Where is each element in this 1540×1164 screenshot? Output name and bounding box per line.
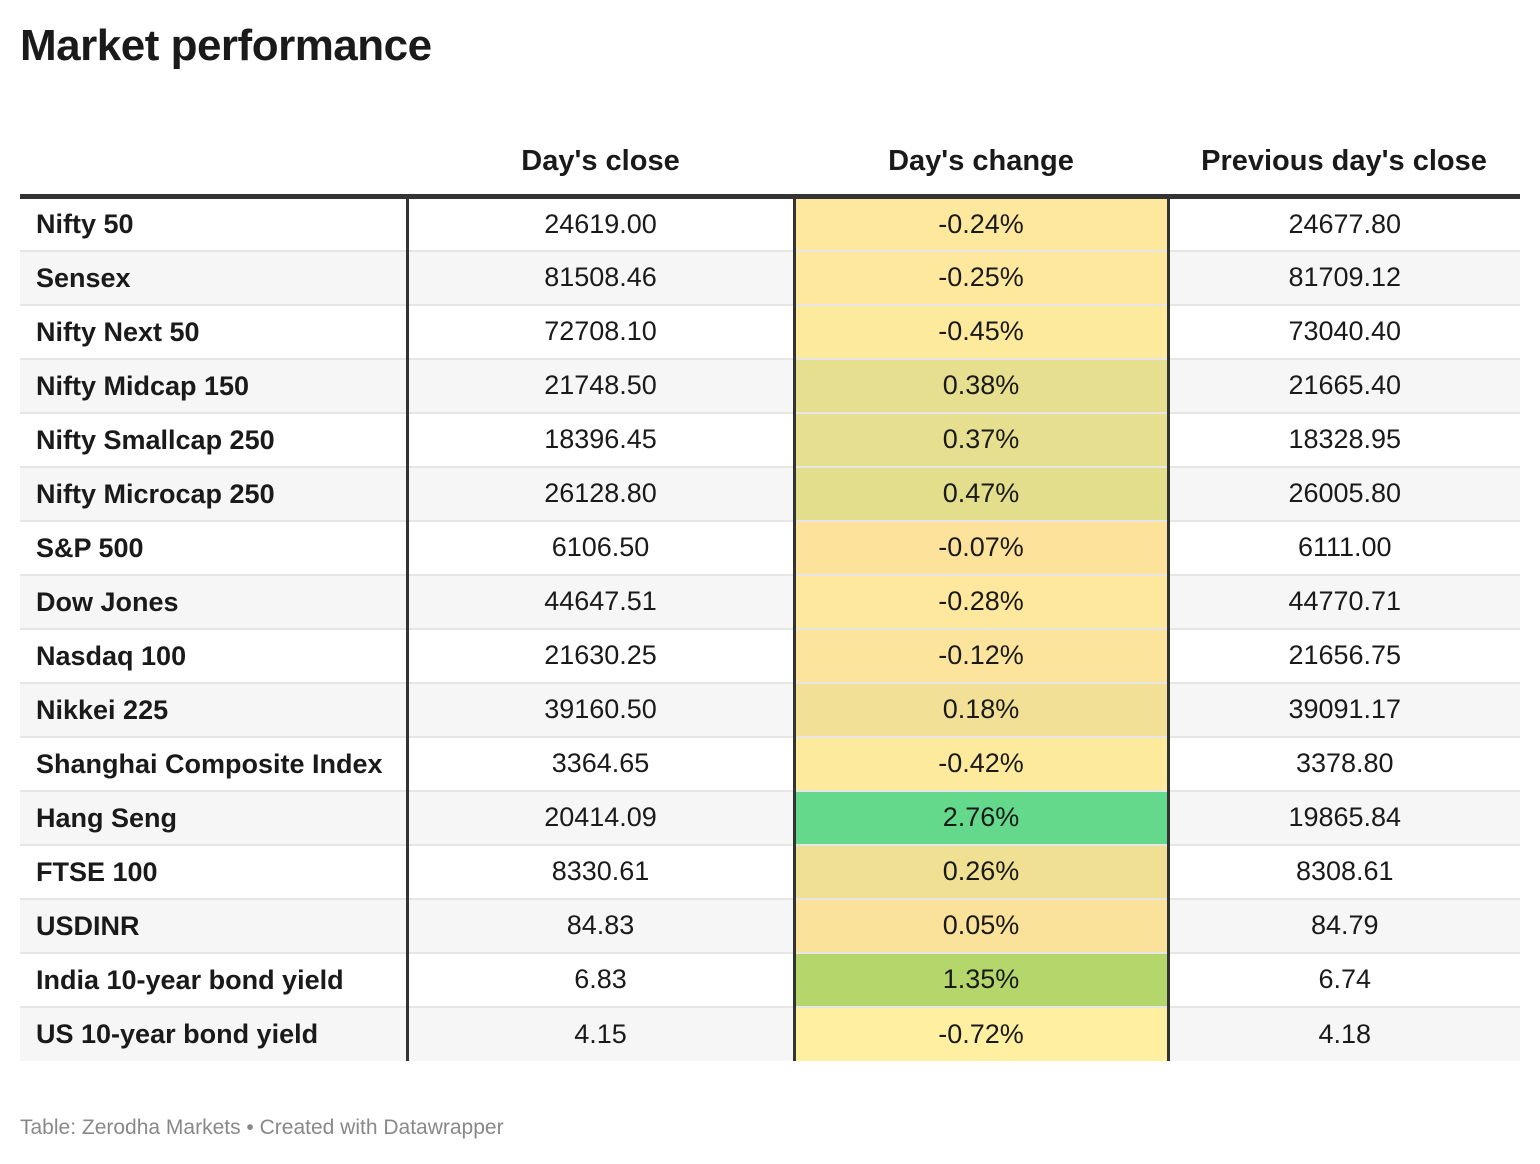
row-name: US 10-year bond yield [20, 1006, 409, 1061]
previous-close-cell: 21656.75 [1168, 628, 1520, 684]
days-close-cell: 39160.50 [407, 682, 794, 738]
days-close-cell: 6106.50 [407, 520, 794, 576]
previous-close-cell: 73040.40 [1168, 304, 1520, 360]
row-name: Sensex [20, 250, 409, 306]
table-row: US 10-year bond yield 4.15 -0.72% 4.18 [20, 1006, 1520, 1061]
days-close-cell: 72708.10 [407, 304, 794, 360]
source-footer: Table: Zerodha Markets • Created with Da… [20, 1116, 504, 1139]
previous-close-cell: 8308.61 [1168, 844, 1520, 900]
days-close-cell: 21630.25 [407, 628, 794, 684]
days-change-cell: -0.12% [792, 628, 1170, 684]
days-close-cell: 84.83 [407, 898, 794, 954]
row-name: Nikkei 225 [20, 682, 409, 738]
row-name: USDINR [20, 898, 409, 954]
row-name: Nifty Smallcap 250 [20, 412, 409, 468]
table-row: Dow Jones 44647.51 -0.28% 44770.71 [20, 574, 1520, 630]
header-name [20, 110, 407, 199]
days-close-cell: 21748.50 [407, 358, 794, 414]
previous-close-cell: 81709.12 [1168, 250, 1520, 306]
table-row: Nifty Microcap 250 26128.80 0.47% 26005.80 [20, 466, 1520, 522]
days-change-cell: -0.42% [792, 736, 1170, 792]
days-change-cell: 0.05% [792, 898, 1170, 954]
table-row: S&P 500 6106.50 -0.07% 6111.00 [20, 520, 1520, 576]
previous-close-cell: 26005.80 [1168, 466, 1520, 522]
previous-close-cell: 6111.00 [1168, 520, 1520, 576]
row-name: S&P 500 [20, 520, 409, 576]
days-change-cell: -0.25% [792, 250, 1170, 306]
previous-close-cell: 39091.17 [1168, 682, 1520, 738]
table-row: Nifty Midcap 150 21748.50 0.38% 21665.40 [20, 358, 1520, 414]
table-row: Shanghai Composite Index 3364.65 -0.42% 337… [20, 736, 1520, 792]
table-row: Nasdaq 100 21630.25 -0.12% 21656.75 [20, 628, 1520, 684]
previous-close-cell: 44770.71 [1168, 574, 1520, 630]
days-close-cell: 26128.80 [407, 466, 794, 522]
header-days-change: Day's change [794, 110, 1168, 199]
row-name: Nifty Microcap 250 [20, 466, 409, 522]
header-row: Day's close Day's change Previous day's … [20, 110, 1520, 199]
days-change-cell: 0.18% [792, 682, 1170, 738]
previous-close-cell: 6.74 [1168, 952, 1520, 1008]
previous-close-cell: 3378.80 [1168, 736, 1520, 792]
days-close-cell: 4.15 [407, 1006, 794, 1061]
days-change-cell: 1.35% [792, 952, 1170, 1008]
table-row: India 10-year bond yield 6.83 1.35% 6.74 [20, 952, 1520, 1008]
days-change-cell: -0.72% [792, 1006, 1170, 1061]
previous-close-cell: 18328.95 [1168, 412, 1520, 468]
row-name: Nifty Midcap 150 [20, 358, 409, 414]
days-close-cell: 18396.45 [407, 412, 794, 468]
days-close-cell: 81508.46 [407, 250, 794, 306]
previous-close-cell: 4.18 [1168, 1006, 1520, 1061]
row-name: Nifty 50 [20, 196, 409, 252]
previous-close-cell: 24677.80 [1168, 196, 1520, 252]
table-row: Hang Seng 20414.09 2.76% 19865.84 [20, 790, 1520, 846]
row-name: Dow Jones [20, 574, 409, 630]
days-change-cell: 0.26% [792, 844, 1170, 900]
days-close-cell: 44647.51 [407, 574, 794, 630]
row-name: India 10-year bond yield [20, 952, 409, 1008]
previous-close-cell: 21665.40 [1168, 358, 1520, 414]
days-change-cell: 0.37% [792, 412, 1170, 468]
table-row: FTSE 100 8330.61 0.26% 8308.61 [20, 844, 1520, 900]
row-name: Nifty Next 50 [20, 304, 409, 360]
row-name: Nasdaq 100 [20, 628, 409, 684]
days-close-cell: 8330.61 [407, 844, 794, 900]
days-change-cell: -0.28% [792, 574, 1170, 630]
previous-close-cell: 84.79 [1168, 898, 1520, 954]
days-close-cell: 6.83 [407, 952, 794, 1008]
days-close-cell: 3364.65 [407, 736, 794, 792]
row-name: Shanghai Composite Index [20, 736, 409, 792]
header-days-close: Day's close [407, 110, 794, 199]
header-previous-close: Previous day's close [1168, 110, 1520, 199]
table-row: Sensex 81508.46 -0.25% 81709.12 [20, 250, 1520, 306]
table-row: Nifty Smallcap 250 18396.45 0.37% 18328.95 [20, 412, 1520, 468]
days-change-cell: -0.45% [792, 304, 1170, 360]
days-change-cell: -0.24% [792, 196, 1170, 252]
chart-title: Market performance [20, 21, 432, 70]
table-row: Nikkei 225 39160.50 0.18% 39091.17 [20, 682, 1520, 738]
days-change-cell: 0.38% [792, 358, 1170, 414]
days-change-cell: -0.07% [792, 520, 1170, 576]
table-row: Nifty Next 50 72708.10 -0.45% 73040.40 [20, 304, 1520, 360]
days-close-cell: 24619.00 [407, 196, 794, 252]
row-name: FTSE 100 [20, 844, 409, 900]
days-change-cell: 2.76% [792, 790, 1170, 846]
table-row: Nifty 50 24619.00 -0.24% 24677.80 [20, 196, 1520, 252]
market-table: Day's close Day's change Previous day's … [20, 110, 1520, 1061]
days-close-cell: 20414.09 [407, 790, 794, 846]
table-body: Nifty 50 24619.00 -0.24% 24677.80 Sensex 8150… [20, 196, 1520, 1061]
days-change-cell: 0.47% [792, 466, 1170, 522]
previous-close-cell: 19865.84 [1168, 790, 1520, 846]
row-name: Hang Seng [20, 790, 409, 846]
table-row: USDINR 84.83 0.05% 84.79 [20, 898, 1520, 954]
